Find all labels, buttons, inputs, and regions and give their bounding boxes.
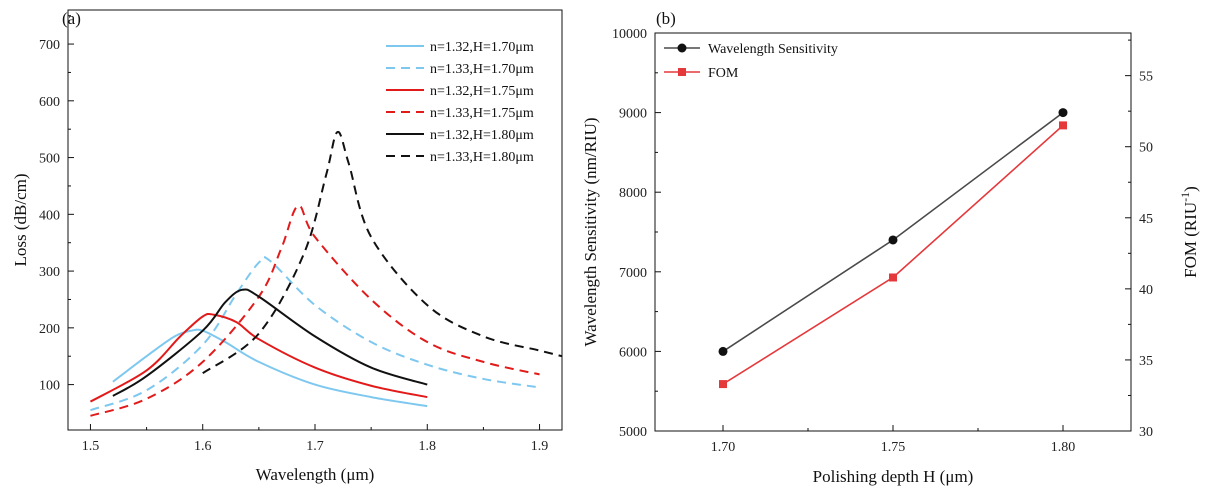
chart-b-ytick-right-label: 50 bbox=[1139, 141, 1153, 156]
chart-b-point-2 bbox=[889, 273, 897, 282]
chart-b-ylabel-right-main: FOM (RIU bbox=[1181, 202, 1200, 278]
chart-b: (b) 1.70 1.75 1.80 5000 6000 7000 8000 9000 1000… bbox=[581, 9, 1200, 486]
chart-a-legend-label: n=1.33,H=1.75μm bbox=[430, 106, 534, 121]
chart-a-series-line-1 bbox=[112, 328, 428, 408]
chart-b-legend-label: Wavelength Sensitivity bbox=[708, 42, 838, 57]
chart-a-ytick-label: 100 bbox=[39, 379, 60, 394]
chart-b-ytick-label: 5000 bbox=[619, 425, 647, 440]
chart-a-ylabel: Loss (dB/cm) bbox=[11, 173, 30, 266]
chart-b-point-1 bbox=[888, 235, 898, 245]
chart-b-legend-label: FOM bbox=[708, 66, 739, 81]
chart-b-point-2 bbox=[1059, 121, 1067, 130]
chart-b-ylabel-right-end: ) bbox=[1181, 186, 1200, 192]
chart-b-ytick-right-label: 35 bbox=[1139, 354, 1153, 369]
chart-b-ytick-label: 7000 bbox=[619, 266, 647, 281]
chart-b-point-2 bbox=[719, 380, 727, 389]
chart-b-xlabel: Polishing depth H (μm) bbox=[813, 467, 974, 486]
chart-a-legend-label: n=1.32,H=1.70μm bbox=[430, 40, 534, 55]
chart-a-ytick-label: 600 bbox=[39, 95, 60, 110]
chart-b-plot-frame bbox=[654, 32, 1132, 432]
chart-a-series-line-3 bbox=[89, 312, 428, 403]
chart-b-ylabel-right: FOM (RIU-1) bbox=[1178, 186, 1200, 278]
chart-a-xtick-label: 1.5 bbox=[82, 439, 100, 454]
chart-a-ytick-label: 700 bbox=[39, 38, 60, 53]
chart-b-ytick-right-label: 30 bbox=[1139, 425, 1153, 440]
chart-b-ytick-right-label: 40 bbox=[1139, 283, 1153, 298]
chart-b-series-line-2 bbox=[722, 124, 1064, 385]
chart-b-ytick-label: 9000 bbox=[619, 107, 647, 122]
chart-a-xtick-label: 1.9 bbox=[531, 439, 549, 454]
chart-a-xtick-label: 1.8 bbox=[419, 439, 437, 454]
chart-a-series-line-2 bbox=[90, 255, 540, 412]
chart-a-legend-label: n=1.32,H=1.75μm bbox=[430, 84, 534, 99]
chart-b-ylabel: Wavelength Sensitivity (nm/RIU) bbox=[581, 117, 600, 346]
chart-b-ytick-right-label: 45 bbox=[1139, 212, 1153, 227]
chart-b-series-line-1 bbox=[722, 111, 1064, 353]
chart-a-legend-label: n=1.33,H=1.80μm bbox=[430, 150, 534, 165]
chart-b-point-1 bbox=[1058, 108, 1068, 118]
chart-a-xtick-label: 1.6 bbox=[194, 439, 212, 454]
chart-a-xlabel: Wavelength (μm) bbox=[256, 465, 375, 484]
chart-a-ytick-label: 400 bbox=[39, 208, 60, 223]
chart-b-xtick-label: 1.70 bbox=[711, 440, 736, 455]
chart-b-legend-marker bbox=[677, 43, 687, 53]
chart-b-legend-marker bbox=[678, 68, 686, 76]
chart-a-panel-label: (a) bbox=[62, 9, 81, 28]
chart-a-ytick-label: 500 bbox=[39, 152, 60, 167]
chart-b-ytick-label: 10000 bbox=[612, 27, 647, 42]
chart-b-point-1 bbox=[718, 346, 728, 356]
chart-b-ytick-right-label: 55 bbox=[1139, 70, 1153, 85]
chart-a-ytick-label: 300 bbox=[39, 265, 60, 280]
chart-b-ytick-label: 6000 bbox=[619, 345, 647, 360]
chart-a: (a) 1.5 1.6 1.7 1.8 1.9 100 200 300 400 500 600 700… bbox=[11, 9, 563, 484]
chart-a-xtick-label: 1.7 bbox=[306, 439, 324, 454]
chart-b-panel-label: (b) bbox=[656, 9, 676, 28]
chart-b-xtick-label: 1.80 bbox=[1051, 440, 1076, 455]
chart-b-ytick-label: 8000 bbox=[619, 186, 647, 201]
chart-a-series-line-5 bbox=[112, 288, 428, 397]
chart-b-ylabel-right-sup: -1 bbox=[1178, 192, 1192, 202]
chart-a-ytick-label: 200 bbox=[39, 322, 60, 337]
chart-a-legend-label: n=1.32,H=1.80μm bbox=[430, 128, 534, 143]
chart-a-legend-label: n=1.33,H=1.70μm bbox=[430, 62, 534, 77]
chart-a-series-line-6 bbox=[202, 131, 563, 375]
chart-a-series-line-4 bbox=[90, 204, 540, 417]
chart-b-xtick-label: 1.75 bbox=[881, 440, 906, 455]
